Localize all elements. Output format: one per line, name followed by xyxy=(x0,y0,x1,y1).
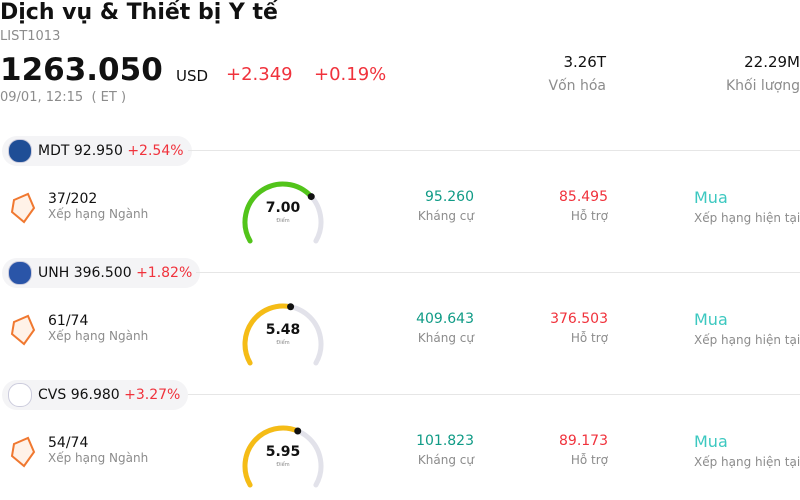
change-pct: +0.19% xyxy=(314,64,387,85)
price: 96.980 xyxy=(70,387,120,403)
stat-value: 22.29M xyxy=(744,53,800,71)
divider xyxy=(196,272,800,273)
ticker: UNH xyxy=(38,265,70,281)
change-pct: +3.27% xyxy=(124,387,181,403)
resistance: 95.260 xyxy=(425,189,474,205)
change-pct: +1.82% xyxy=(136,265,193,281)
stat-label: Vốn hóa xyxy=(548,78,606,94)
gauge-dot xyxy=(287,303,295,311)
score: 5.48 xyxy=(265,322,301,338)
resistance-label: Kháng cự xyxy=(417,453,474,467)
rating-label: Xếp hạng hiện tại xyxy=(694,333,800,347)
score-label: Điểm xyxy=(276,340,290,346)
logo xyxy=(8,261,32,285)
change: +2.349 xyxy=(226,64,293,85)
rank-icon xyxy=(10,192,36,224)
rank-icon xyxy=(10,314,36,346)
divider xyxy=(188,150,800,151)
score: 7.00 xyxy=(265,200,301,216)
support-label: Hỗ trợ xyxy=(570,331,608,345)
graphics xyxy=(10,181,324,244)
support: 376.503 xyxy=(550,311,608,327)
support-label: Hỗ trợ xyxy=(570,453,608,467)
rank-label: Xếp hạng Ngành xyxy=(48,329,149,343)
gauge-fill xyxy=(242,303,294,366)
change-pct: +2.54% xyxy=(127,143,184,159)
stock-section: CVS 96.980 +3.27% 54/74 Xếp hạng Ngành 5… xyxy=(0,378,800,500)
stock-section: UNH 396.500 +1.82% 61/74 Xếp hạng Ngành … xyxy=(0,256,800,378)
score: 5.95 xyxy=(265,444,301,460)
resistance: 101.823 xyxy=(416,433,474,449)
rank-icon xyxy=(10,436,36,468)
price: 1263.050 xyxy=(0,52,163,88)
rank-label: Xếp hạng Ngành xyxy=(48,207,149,221)
gauge-dot xyxy=(294,427,302,435)
stock-pill[interactable]: MDT 92.950 +2.54% xyxy=(2,136,192,166)
rank: 61/74 xyxy=(48,313,89,329)
support: 89.173 xyxy=(559,433,608,449)
support-label: Hỗ trợ xyxy=(570,209,608,223)
graphics xyxy=(10,425,324,488)
stock-pill[interactable]: UNH 396.500 +1.82% xyxy=(2,258,201,288)
logo xyxy=(8,139,32,163)
timestamp: 09/01, 12:15 ( ET ) xyxy=(0,90,127,105)
gauge-dot xyxy=(307,193,315,201)
support: 85.495 xyxy=(559,189,608,205)
price: 396.500 xyxy=(73,265,132,281)
rank-label: Xếp hạng Ngành xyxy=(48,451,149,465)
score-label: Điểm xyxy=(276,462,290,468)
stock-pill[interactable]: CVS 96.980 +3.27% xyxy=(2,380,189,410)
currency: USD xyxy=(176,67,209,85)
resistance-label: Kháng cự xyxy=(417,209,474,223)
rating: Mua xyxy=(694,188,728,207)
score-label: Điểm xyxy=(276,218,290,224)
rating-label: Xếp hạng hiện tại xyxy=(694,211,800,225)
title: Dịch vụ & Thiết bị Y tế xyxy=(0,0,278,25)
symbol: LIST1013 xyxy=(0,29,61,44)
page: Dịch vụ & Thiết bị Y tế LIST1013 1263.05… xyxy=(0,0,800,488)
resistance-label: Kháng cự xyxy=(417,331,474,345)
rating: Mua xyxy=(694,432,728,451)
stock-section: MDT 92.950 +2.54% 37/202 Xếp hạng Ngành … xyxy=(0,134,800,256)
price: 92.950 xyxy=(73,143,123,159)
gauge-fill xyxy=(242,425,301,488)
ticker: CVS xyxy=(38,387,67,403)
stat-value: 3.26T xyxy=(563,53,606,71)
logo xyxy=(8,383,32,407)
divider xyxy=(188,394,800,395)
resistance: 409.643 xyxy=(416,311,474,327)
stat-label: Khối lượng xyxy=(725,78,800,94)
rating-label: Xếp hạng hiện tại xyxy=(694,455,800,469)
rank: 54/74 xyxy=(48,435,89,451)
gauge-fill xyxy=(242,181,314,244)
graphics xyxy=(10,303,324,366)
rank: 37/202 xyxy=(48,191,98,207)
ticker: MDT xyxy=(38,143,70,159)
rating: Mua xyxy=(694,310,728,329)
